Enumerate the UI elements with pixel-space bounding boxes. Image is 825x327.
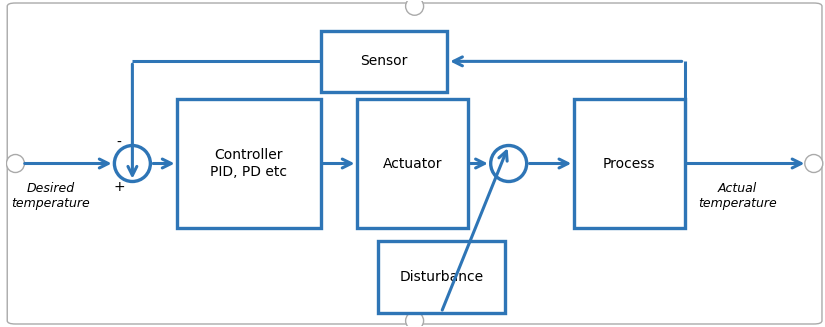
Ellipse shape	[805, 154, 823, 173]
Text: Disturbance: Disturbance	[399, 270, 483, 284]
Text: Process: Process	[603, 157, 656, 170]
Text: Desired
temperature: Desired temperature	[12, 182, 90, 210]
Text: +: +	[114, 180, 125, 194]
Bar	[378, 241, 505, 313]
Text: Actuator: Actuator	[383, 157, 442, 170]
Text: Sensor: Sensor	[361, 54, 408, 68]
Text: Actual
temperature: Actual temperature	[698, 182, 777, 210]
Text: -: -	[117, 135, 122, 149]
Ellipse shape	[115, 146, 150, 181]
Bar	[357, 99, 468, 228]
Bar	[321, 30, 447, 92]
Ellipse shape	[406, 0, 423, 15]
Bar	[177, 99, 321, 228]
Bar	[574, 99, 685, 228]
Ellipse shape	[7, 154, 25, 173]
Text: Controller
PID, PD etc: Controller PID, PD etc	[210, 148, 287, 179]
Ellipse shape	[406, 312, 423, 327]
Ellipse shape	[491, 146, 526, 181]
